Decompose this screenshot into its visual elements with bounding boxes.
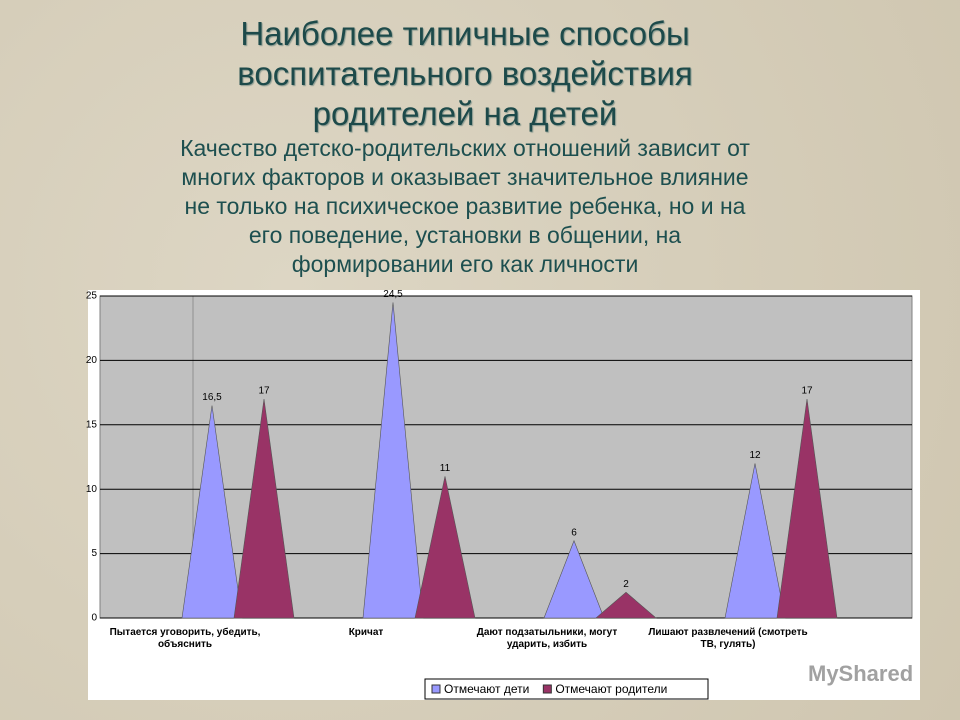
title-line: родителей на детей	[312, 95, 618, 132]
y-tick-label: 25	[86, 291, 98, 302]
y-tick-label: 10	[86, 484, 98, 495]
title-line: Наиболее типичные способы	[240, 15, 690, 52]
data-label: 6	[571, 527, 577, 538]
data-label: 17	[258, 386, 270, 397]
slide-title: Наиболее типичные способы воспитательного…	[80, 14, 850, 134]
subtitle-line: многих факторов и оказывает значительное…	[181, 164, 749, 190]
x-tick-label: Лишают развлечений (смотреть ТВ, гулять)	[648, 627, 808, 650]
plot-area	[99, 295, 913, 619]
subtitle-line: формировании его как личности	[291, 251, 639, 277]
cone	[595, 591, 657, 619]
x-tick-label: Пытается уговорить, убедить, объяснить	[109, 627, 261, 650]
legend-label: Отмечают родители	[555, 682, 667, 696]
subtitle-line: Качество детско-родительских отношений з…	[180, 135, 750, 161]
slide-subtitle: Качество детско-родительских отношений з…	[60, 134, 870, 279]
y-tick-label: 0	[91, 613, 97, 624]
cone	[776, 398, 838, 619]
watermark: MyShared	[808, 661, 913, 686]
x-tick-label: Кричат	[348, 627, 384, 638]
cone	[543, 539, 605, 619]
title-line: воспитательного воздействия	[237, 55, 693, 92]
subtitle-line: его поведение, установки в общении, на	[248, 222, 682, 248]
cone	[414, 476, 476, 619]
data-label: 16,5	[202, 392, 222, 403]
y-tick-label: 5	[91, 548, 97, 559]
data-label: 11	[440, 463, 451, 474]
data-label: 2	[623, 579, 629, 590]
cone	[362, 302, 424, 619]
y-tick-label: 20	[86, 355, 98, 366]
x-tick-label: Дают подзатыльники, могут ударить, избит…	[476, 627, 618, 650]
data-label: 17	[801, 386, 813, 397]
cone	[233, 398, 295, 619]
data-label: 24,5	[383, 289, 403, 300]
cone	[181, 405, 243, 619]
data-label: 12	[749, 450, 761, 461]
y-tick-label: 15	[86, 419, 98, 430]
cone	[724, 463, 786, 619]
legend-swatch	[542, 684, 552, 694]
legend-swatch	[431, 684, 441, 694]
subtitle-line: не только на психическое развитие ребенк…	[184, 193, 746, 219]
legend-box	[424, 678, 709, 700]
legend-label: Отмечают дети	[444, 682, 529, 696]
